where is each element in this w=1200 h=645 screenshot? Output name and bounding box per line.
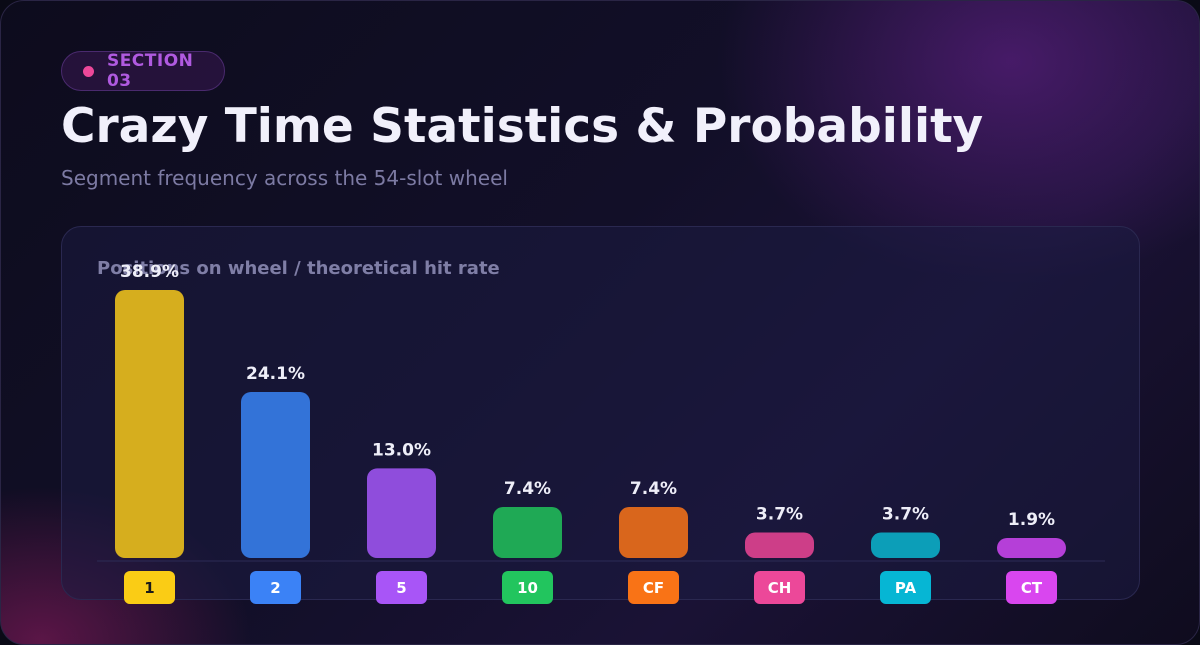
category-chip [1006, 571, 1057, 604]
category-chip [880, 571, 931, 604]
bar-pa [871, 532, 940, 558]
category-label: CF [643, 579, 664, 597]
category-label: 5 [396, 579, 406, 597]
bar-value-label: 7.4% [504, 479, 551, 499]
category-chip [250, 571, 301, 604]
badge-dot [83, 65, 94, 77]
bar-value-label: 3.7% [756, 505, 803, 525]
bar-ch [745, 532, 814, 558]
category-label: 2 [270, 579, 280, 597]
bar-2 [241, 391, 310, 558]
bar-10 [493, 507, 562, 558]
bar-cf [619, 507, 688, 558]
category-chip [754, 571, 805, 604]
category-chip [124, 571, 175, 604]
section-badge-label: SECTION 03 [106, 51, 194, 91]
bar-value-label: 3.7% [882, 505, 929, 525]
page-subtitle: Segment frequency across the 54-slot whe… [61, 166, 508, 190]
bar-value-label: 1.9% [1008, 510, 1055, 530]
category-label: CH [768, 579, 792, 597]
section-badge: SECTION 03 [61, 51, 225, 91]
category-chip [376, 571, 427, 604]
category-label: 1 [144, 579, 154, 597]
bar-1 [115, 290, 184, 558]
bar-value-label: 13.0% [372, 440, 431, 460]
bar-5 [367, 468, 436, 558]
bar-value-label: 7.4% [630, 479, 677, 499]
bar-ct [997, 538, 1066, 558]
chart-title: Positions on wheel / theoretical hit rat… [97, 258, 500, 279]
category-label: PA [895, 579, 917, 597]
bar-value-label: 38.9% [120, 262, 179, 282]
category-chip [628, 571, 679, 604]
page-title: Crazy Time Statistics & Probability [61, 99, 984, 154]
category-label: 10 [517, 579, 538, 597]
chart-panel [61, 226, 1140, 600]
bar-value-label: 24.1% [246, 364, 305, 384]
category-chip [502, 571, 553, 604]
category-label: CT [1021, 579, 1043, 597]
